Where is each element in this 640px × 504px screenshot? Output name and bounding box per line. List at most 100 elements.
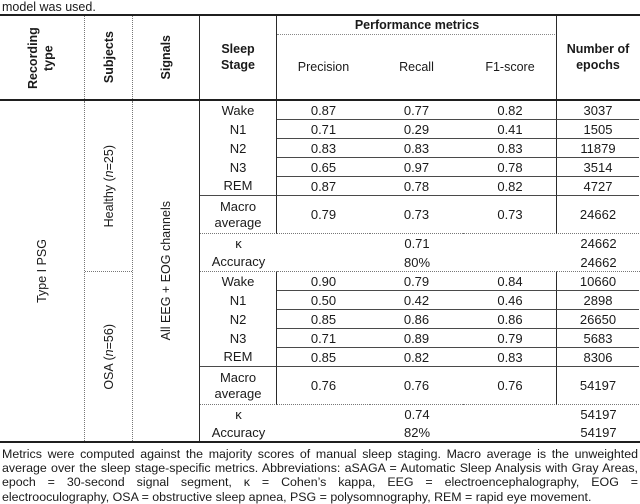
epochs-cell: 3514 — [556, 158, 639, 177]
stage-cell: Wake — [200, 272, 277, 291]
results-table: Recording type Subjects Signals Sleep St… — [0, 14, 640, 443]
recall-cell: 0.76 — [370, 367, 463, 405]
precision-cell: 0.79 — [277, 196, 370, 234]
table-row-osa-n3: N3 0.71 0.89 0.79 5683 — [200, 329, 640, 348]
accuracy-label-cell: Accuracy — [200, 253, 277, 272]
epochs-cell: 10660 — [556, 272, 639, 291]
precision-cell: 0.71 — [277, 120, 370, 139]
header-f1-score: F1-score — [485, 60, 535, 74]
accuracy-value-cell: 82% — [403, 425, 431, 440]
cell-subjects-osa: OSA (n=56) — [85, 272, 132, 441]
precision-cell: 0.90 — [277, 272, 370, 291]
subjects-osa-label: OSA (n=56) — [102, 324, 116, 390]
accuracy-value-cell: 80% — [277, 253, 557, 272]
table-row-osa-n1: N1 0.50 0.42 0.46 2898 — [200, 291, 640, 310]
epochs-cell: 54197 — [580, 425, 617, 440]
header-recording-type-label: Recording type — [26, 26, 56, 89]
precision-cell: 0.87 — [277, 177, 370, 196]
macro-label-cell: Macro average — [200, 367, 277, 405]
stage-cell: N1 — [200, 291, 277, 310]
cell-subjects-healthy: Healthy (n=25) — [85, 101, 132, 272]
table-row-healthy-n2: N2 0.83 0.83 0.83 11879 — [200, 139, 640, 158]
kappa-value-cell: 0.74 — [404, 407, 430, 422]
epochs-cell: 24662 — [557, 253, 640, 272]
cell-signals: All EEG + EOG channels — [133, 101, 200, 441]
header-recall: Recall — [399, 60, 434, 74]
f1-cell: 0.83 — [463, 139, 557, 158]
recall-cell: 0.97 — [370, 158, 463, 177]
header-number-of-epochs-label: Number of epochs — [566, 41, 630, 72]
epochs-cell: 5683 — [556, 329, 639, 348]
epochs-cell: 1505 — [556, 120, 639, 139]
table-row-osa-rem: REM 0.85 0.82 0.83 8306 — [200, 348, 640, 367]
header-performance-group: Performance metrics Precision Recall F1-… — [277, 16, 557, 99]
recall-cell: 0.73 — [370, 196, 463, 234]
f1-cell: 0.73 — [463, 196, 557, 234]
precision-cell: 0.71 — [277, 329, 370, 348]
stage-cell: N2 — [200, 310, 277, 329]
table-footnote: Metrics were computed against the majori… — [2, 447, 638, 504]
precision-cell: 0.76 — [277, 367, 370, 405]
subjects-healthy-prefix: Healthy ( — [101, 177, 116, 228]
table-row-osa-n2: N2 0.85 0.86 0.86 26650 — [200, 310, 640, 329]
data-rows: Wake 0.87 0.77 0.82 3037 N1 0.71 0.29 0.… — [200, 101, 640, 441]
accuracy-label-cell: Accuracy — [211, 424, 266, 440]
header-number-of-epochs: Number of epochs — [556, 16, 639, 99]
stage-cell: REM — [200, 177, 277, 196]
f1-cell: 0.83 — [463, 348, 557, 367]
f1-cell: 0.84 — [463, 272, 557, 291]
stage-cell: N1 — [200, 120, 277, 139]
stage-cell: N3 — [200, 158, 277, 177]
precision-cell: 0.87 — [277, 101, 370, 120]
subjects-healthy-suffix: =25) — [101, 144, 116, 171]
precision-cell: 0.85 — [277, 348, 370, 367]
table-header: Recording type Subjects Signals Sleep St… — [0, 16, 640, 101]
cell-recording-type: Type I PSG — [0, 101, 85, 441]
table-row-osa-macro: Macro average 0.76 0.76 0.76 54197 — [200, 367, 640, 405]
f1-cell: 0.79 — [463, 329, 557, 348]
subjects-osa-prefix: OSA ( — [101, 355, 116, 390]
table-row-healthy-macro: Macro average 0.79 0.73 0.73 24662 — [200, 196, 640, 234]
epochs-cell: 11879 — [556, 139, 639, 158]
epochs-cell: 2898 — [556, 291, 639, 310]
f1-cell: 0.76 — [463, 367, 557, 405]
table-row-healthy-kappa: κ 0.71 24662 — [200, 234, 640, 253]
f1-cell: 0.86 — [463, 310, 557, 329]
recall-cell: 0.79 — [370, 272, 463, 291]
header-sleep-stage: Sleep Stage — [200, 16, 277, 99]
precision-cell: 0.65 — [277, 158, 370, 177]
recall-cell: 0.78 — [370, 177, 463, 196]
table-row-osa-wake: Wake 0.90 0.79 0.84 10660 — [200, 272, 640, 291]
table-row-healthy-n3: N3 0.65 0.97 0.78 3514 — [200, 158, 640, 177]
subjects-healthy-n: n — [101, 170, 116, 178]
precision-cell: 0.50 — [277, 291, 370, 310]
f1-cell: 0.46 — [463, 291, 557, 310]
header-subjects-label: Subjects — [101, 31, 116, 84]
table-row-osa-kappa: κ 0.74 54197 — [200, 405, 640, 424]
recall-cell: 0.77 — [370, 101, 463, 120]
header-metric-labels: Precision Recall F1-score — [277, 35, 557, 99]
table-row-healthy-wake: Wake 0.87 0.77 0.82 3037 — [200, 101, 640, 120]
epochs-cell: 24662 — [556, 196, 639, 234]
recording-type-value: Type I PSG — [35, 239, 49, 303]
f1-cell: 0.82 — [463, 101, 557, 120]
recall-cell: 0.86 — [370, 310, 463, 329]
subjects-osa-n: n — [101, 349, 116, 356]
kappa-label-cell: κ — [235, 235, 242, 251]
subjects-osa-suffix: =56) — [101, 323, 116, 350]
epochs-cell: 54197 — [556, 367, 639, 405]
stage-cell: REM — [200, 348, 277, 367]
table-row-healthy-accuracy: Accuracy 80% 24662 — [200, 253, 640, 272]
column-subjects: Healthy (n=25) OSA (n=56) — [85, 101, 133, 441]
epochs-cell: 3037 — [556, 101, 639, 120]
macro-label-cell: Macro average — [200, 196, 277, 234]
table-body: Type I PSG Healthy (n=25) OSA (n=56) All… — [0, 101, 640, 441]
epochs-cell: 54197 — [580, 407, 617, 422]
precision-cell: 0.83 — [277, 139, 370, 158]
caption-fragment: model was used. — [2, 0, 96, 14]
f1-cell: 0.78 — [463, 158, 557, 177]
epochs-cell: 4727 — [556, 177, 639, 196]
precision-cell: 0.85 — [277, 310, 370, 329]
stage-cell: Wake — [200, 101, 277, 120]
header-recording-type: Recording type — [0, 16, 85, 99]
